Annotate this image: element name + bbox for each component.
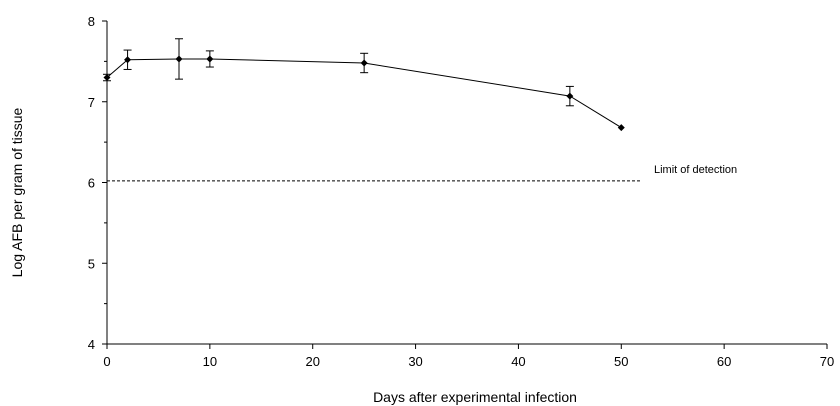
x-tick-label: 10 xyxy=(203,354,217,369)
chart-axes: 4 5 6 7 8 0 10 20 30 40 50 60 70 xyxy=(88,14,834,369)
data-point xyxy=(124,56,132,64)
data-point xyxy=(103,74,111,82)
x-tick-label: 20 xyxy=(305,354,319,369)
data-point xyxy=(360,59,368,67)
data-point xyxy=(206,55,214,63)
y-axis-title: Log AFB per gram of tissue xyxy=(9,107,25,277)
y-tick-label: 5 xyxy=(88,256,95,271)
y-tick-label: 8 xyxy=(88,14,95,29)
x-tick-label: 50 xyxy=(614,354,628,369)
data-point xyxy=(566,92,574,100)
y-tick-label: 6 xyxy=(88,176,95,191)
y-tick-label: 7 xyxy=(88,95,95,110)
x-tick-label: 0 xyxy=(103,354,110,369)
x-tick-label: 60 xyxy=(717,354,731,369)
x-axis-title: Days after experimental infection xyxy=(373,389,577,405)
detection-limit-label: Limit of detection xyxy=(654,164,737,176)
y-tick-label: 4 xyxy=(88,337,95,352)
x-tick-label: 40 xyxy=(511,354,525,369)
x-tick-label: 70 xyxy=(820,354,834,369)
x-tick-label: 30 xyxy=(408,354,422,369)
data-point xyxy=(175,55,183,63)
series-group xyxy=(103,38,625,132)
data-point xyxy=(617,124,625,132)
